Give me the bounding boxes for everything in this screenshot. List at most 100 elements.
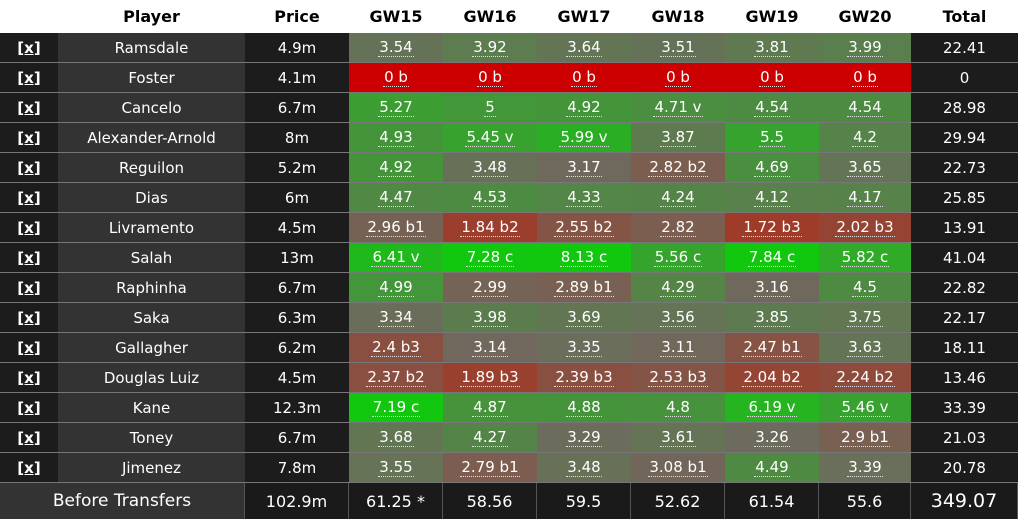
gw-points-value: 0 b <box>477 68 503 87</box>
player-name: Salah <box>58 243 245 273</box>
player-name: Livramento <box>58 213 245 243</box>
gw-points-cell: 4.2 <box>819 123 911 153</box>
gw-points-value: 7.84 c <box>747 248 797 267</box>
remove-link[interactable]: [x] <box>17 458 41 477</box>
gw-points-cell: 4.53 <box>443 183 537 213</box>
remove-player-button[interactable]: [x] <box>0 393 58 423</box>
gw-points-cell: 2.82 b2 <box>631 153 725 183</box>
player-name: Ramsdale <box>58 33 245 63</box>
remove-player-button[interactable]: [x] <box>0 333 58 363</box>
gw-points-value: 3.69 <box>566 308 602 327</box>
remove-link[interactable]: [x] <box>17 278 41 297</box>
remove-link[interactable]: [x] <box>17 308 41 327</box>
gw-points-cell: 5.82 c <box>819 243 911 273</box>
gw-points-value: 3.08 b1 <box>648 458 708 477</box>
remove-link[interactable]: [x] <box>17 428 41 447</box>
gw-points-cell: 4.54 <box>725 93 819 123</box>
gw-points-cell: 3.68 <box>349 423 443 453</box>
gw-points-value: 3.35 <box>566 338 602 357</box>
gw-points-cell: 3.26 <box>725 423 819 453</box>
remove-link[interactable]: [x] <box>17 188 41 207</box>
remove-link[interactable]: [x] <box>17 68 41 87</box>
player-total: 18.11 <box>911 333 1018 363</box>
header-gw20: GW20 <box>838 7 892 26</box>
gw-points-value: 4.17 <box>847 188 883 207</box>
player-total: 22.82 <box>911 273 1018 303</box>
remove-player-button[interactable]: [x] <box>0 423 58 453</box>
remove-link[interactable]: [x] <box>17 338 41 357</box>
gw-points-cell: 0 b <box>443 63 537 93</box>
player-price: 4.1m <box>245 63 349 93</box>
gw-points-value: 2.4 b3 <box>371 338 421 357</box>
gw-points-value: 3.85 <box>754 308 790 327</box>
gw-points-value: 2.02 b3 <box>835 218 895 237</box>
gw-points-value: 3.92 <box>472 38 508 57</box>
remove-player-button[interactable]: [x] <box>0 273 58 303</box>
player-price: 6.2m <box>245 333 349 363</box>
player-price: 4.9m <box>245 33 349 63</box>
remove-player-button[interactable]: [x] <box>0 243 58 273</box>
remove-link[interactable]: [x] <box>17 218 41 237</box>
gw-points-cell: 3.16 <box>725 273 819 303</box>
remove-link[interactable]: [x] <box>17 398 41 417</box>
remove-player-button[interactable]: [x] <box>0 183 58 213</box>
remove-link[interactable]: [x] <box>17 158 41 177</box>
remove-player-button[interactable]: [x] <box>0 363 58 393</box>
gw-points-value: 2.24 b2 <box>835 368 895 387</box>
gw-points-value: 1.72 b3 <box>742 218 802 237</box>
gw-points-cell: 2.55 b2 <box>537 213 631 243</box>
gw-points-value: 3.65 <box>847 158 883 177</box>
gw-points-cell: 4.88 <box>537 393 631 423</box>
gw-points-value: 5.27 <box>378 98 414 117</box>
remove-link[interactable]: [x] <box>17 38 41 57</box>
gw-points-cell: 2.9 b1 <box>819 423 911 453</box>
gw-points-cell: 2.96 b1 <box>349 213 443 243</box>
player-price: 6.7m <box>245 423 349 453</box>
remove-link[interactable]: [x] <box>17 98 41 117</box>
remove-player-button[interactable]: [x] <box>0 93 58 123</box>
header-player: Player <box>123 7 180 26</box>
player-price: 4.5m <box>245 213 349 243</box>
header-total: Total <box>942 7 987 26</box>
remove-link[interactable]: [x] <box>17 128 41 147</box>
player-name: Kane <box>58 393 245 423</box>
gw-points-cell: 3.98 <box>443 303 537 333</box>
gw-points-value: 4.2 <box>852 128 878 147</box>
gw-points-cell: 5.45 v <box>443 123 537 153</box>
remove-player-button[interactable]: [x] <box>0 33 58 63</box>
remove-link[interactable]: [x] <box>17 368 41 387</box>
player-total: 33.39 <box>911 393 1018 423</box>
gw-points-cell: 3.65 <box>819 153 911 183</box>
gw-points-value: 4.5 <box>852 278 878 297</box>
gw-points-value: 4.54 <box>754 98 790 117</box>
remove-player-button[interactable]: [x] <box>0 213 58 243</box>
gw-points-value: 4.27 <box>472 428 508 447</box>
player-name: Toney <box>58 423 245 453</box>
player-price: 6.7m <box>245 93 349 123</box>
player-price: 6.7m <box>245 273 349 303</box>
gw-points-value: 5.46 v <box>840 398 890 417</box>
remove-player-button[interactable]: [x] <box>0 303 58 333</box>
gw-points-cell: 3.51 <box>631 33 725 63</box>
player-price: 13m <box>245 243 349 273</box>
gw-points-value: 2.53 b3 <box>648 368 708 387</box>
remove-player-button[interactable]: [x] <box>0 453 58 483</box>
gw-points-cell: 4.8 <box>631 393 725 423</box>
gw-points-cell: 7.28 c <box>443 243 537 273</box>
player-name: Jimenez <box>58 453 245 483</box>
gw-points-value: 7.28 c <box>465 248 515 267</box>
gw-points-value: 3.75 <box>847 308 883 327</box>
gw-points-value: 4.69 <box>754 158 790 177</box>
gw-points-cell: 5.46 v <box>819 393 911 423</box>
remove-link[interactable]: [x] <box>17 248 41 267</box>
gw-points-cell: 3.14 <box>443 333 537 363</box>
gw-points-cell: 0 b <box>349 63 443 93</box>
gw-points-cell: 4.93 <box>349 123 443 153</box>
gw-points-value: 3.48 <box>472 158 508 177</box>
remove-player-button[interactable]: [x] <box>0 123 58 153</box>
gw-points-value: 3.87 <box>660 128 696 147</box>
remove-player-button[interactable]: [x] <box>0 153 58 183</box>
gw-points-cell: 2.89 b1 <box>537 273 631 303</box>
remove-player-button[interactable]: [x] <box>0 63 58 93</box>
